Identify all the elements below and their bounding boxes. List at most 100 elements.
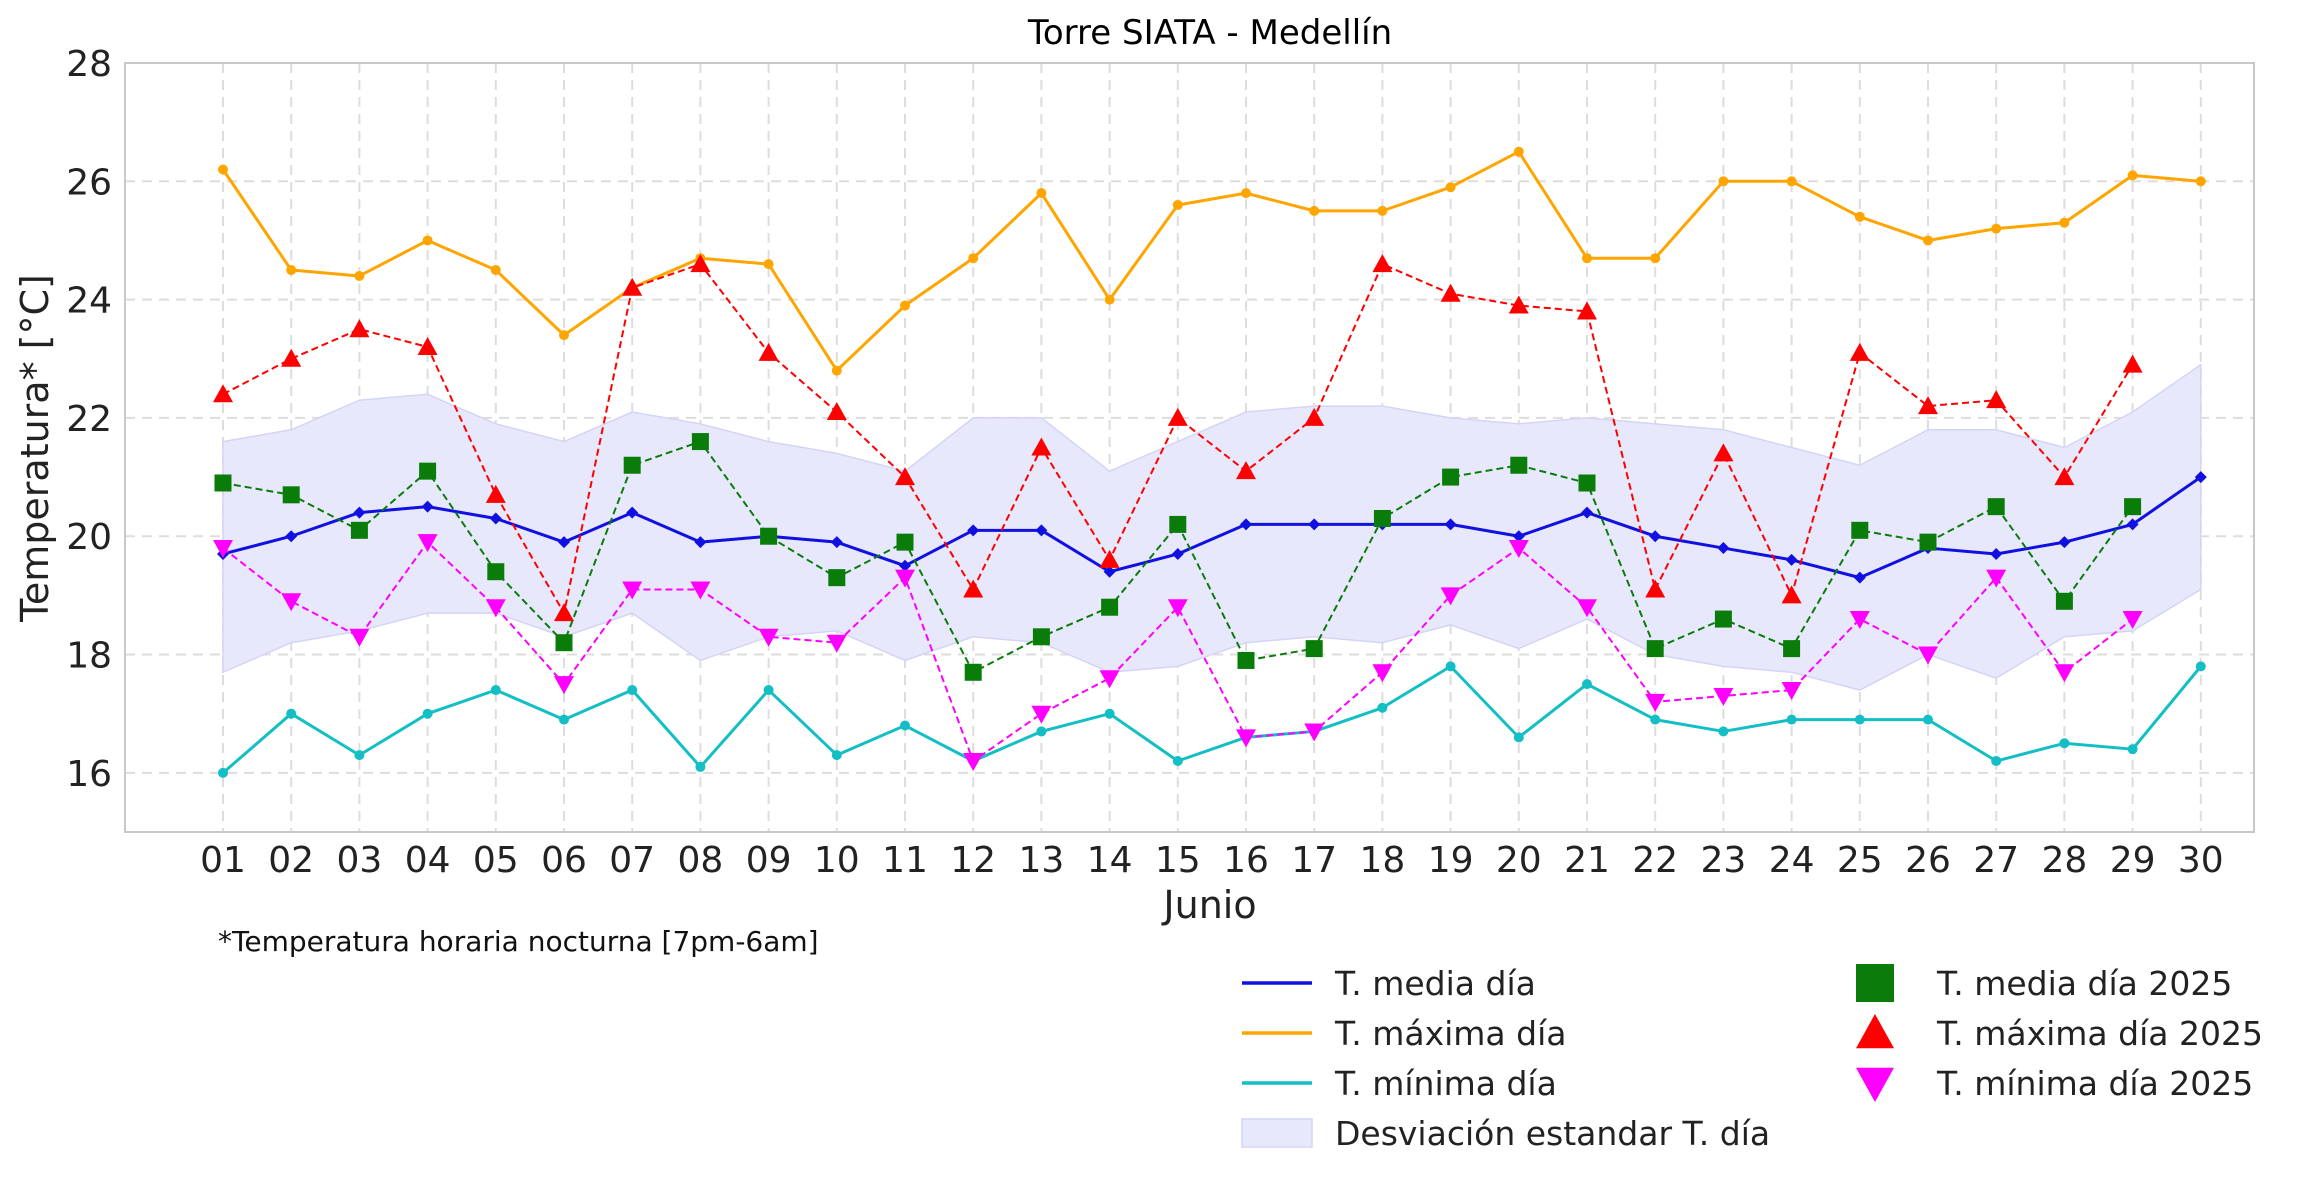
x-tick-label: 27 [1973, 840, 2019, 881]
data-point [1167, 407, 1188, 426]
x-tick-label: 12 [950, 840, 996, 881]
data-point [1440, 587, 1461, 606]
data-point [1169, 515, 1187, 533]
x-tick-label: 26 [1905, 840, 1951, 881]
data-point [1099, 549, 1120, 568]
data-point [2126, 518, 2139, 531]
data-point [417, 534, 438, 553]
series-line [222, 475, 2202, 580]
x-tick-label: 24 [1769, 840, 1815, 881]
data-point [895, 569, 915, 588]
data-point [555, 634, 573, 652]
data-point [558, 536, 570, 549]
data-point [1513, 732, 1524, 743]
data-point [1581, 506, 1593, 519]
x-tick-label: 23 [1700, 840, 1746, 881]
data-point [694, 536, 707, 549]
x-tick-label: 20 [1496, 840, 1542, 881]
data-point [1103, 565, 1116, 578]
data-point [831, 365, 842, 376]
data-point [282, 486, 300, 504]
data-point [896, 533, 914, 551]
data-point [1582, 679, 1592, 690]
data-point [1035, 524, 1048, 537]
y-ticks: 16 18 20 22 24 26 28 [66, 44, 112, 795]
y-tick-label: 18 [66, 636, 112, 677]
data-point [1171, 547, 1184, 560]
data-point [1785, 553, 1798, 566]
footnote: *Temperatura horaria nocturna [7pm-6am] [218, 925, 819, 958]
data-point [281, 348, 302, 367]
x-tick-label: 28 [2041, 840, 2087, 881]
series-0 [217, 471, 2207, 584]
data-point [622, 581, 643, 600]
data-point [758, 628, 779, 647]
data-point [1849, 611, 1870, 630]
data-point [1167, 599, 1188, 618]
legend-label: T. media día 2025 [1936, 964, 2232, 1003]
data-point [1718, 726, 1729, 737]
y-tick-label: 16 [66, 754, 112, 795]
data-point [622, 277, 643, 296]
data-point [1986, 390, 2007, 409]
data-point [1304, 723, 1325, 742]
data-point [1781, 585, 1802, 604]
series-line [222, 263, 2134, 615]
x-tick-label: 13 [1018, 840, 1064, 881]
data-point [559, 714, 569, 725]
data-point [1444, 518, 1457, 531]
data-point [1031, 437, 1052, 456]
data-point [485, 484, 506, 503]
data-point [1236, 461, 1256, 480]
y-tick-label: 22 [66, 399, 112, 440]
x-tick-label: 03 [336, 840, 382, 881]
legend: T. media día T. máxima día T. mínima día De… [1241, 964, 2263, 1153]
data-point [419, 462, 437, 480]
data-point [760, 527, 778, 545]
x-tick-label: 21 [1564, 840, 1610, 881]
data-point [554, 603, 574, 622]
data-point [690, 254, 711, 273]
x-tick-label: 17 [1291, 840, 1337, 881]
data-point [286, 708, 297, 719]
y-tick-label: 26 [66, 162, 112, 203]
data-point [1172, 756, 1183, 767]
x-tick-label: 16 [1223, 840, 1269, 881]
data-point [1987, 498, 2005, 516]
data-point [623, 456, 641, 474]
data-point [349, 628, 370, 647]
data-point [1853, 571, 1866, 584]
data-point [1377, 205, 1388, 216]
x-tick-label: 07 [609, 840, 655, 881]
data-point [1577, 301, 1597, 320]
data-point [554, 676, 574, 695]
data-point [422, 235, 433, 246]
data-point [900, 300, 910, 311]
data-point [1854, 211, 1865, 222]
data-point [349, 319, 370, 338]
x-ticks: 01 02 03 04 05 06 07 08 09 10 11 12 13 14 15 16 17 18 19 20… [200, 840, 2224, 881]
data-point [763, 685, 774, 696]
data-point [1373, 509, 1391, 527]
data-point [1919, 533, 1937, 551]
data-point [1717, 542, 1730, 555]
data-point [1991, 756, 2002, 767]
data-point [1236, 729, 1256, 748]
data-point [1713, 443, 1734, 462]
data-point [2122, 354, 2143, 373]
data-point [485, 599, 506, 618]
data-point [830, 536, 843, 549]
data-point [967, 524, 980, 537]
data-point [2054, 467, 2075, 486]
data-point [1309, 205, 1320, 216]
x-tick-label: 15 [1155, 840, 1201, 881]
data-point [900, 720, 910, 731]
y-axis-label: Temperatura* [°C] [13, 274, 57, 623]
data-point [490, 265, 501, 276]
data-point [1101, 598, 1119, 616]
legend-label: Desviación estandar T. día [1335, 1114, 1770, 1153]
data-point [1104, 294, 1115, 305]
data-point [559, 330, 569, 341]
data-point [1854, 714, 1865, 725]
